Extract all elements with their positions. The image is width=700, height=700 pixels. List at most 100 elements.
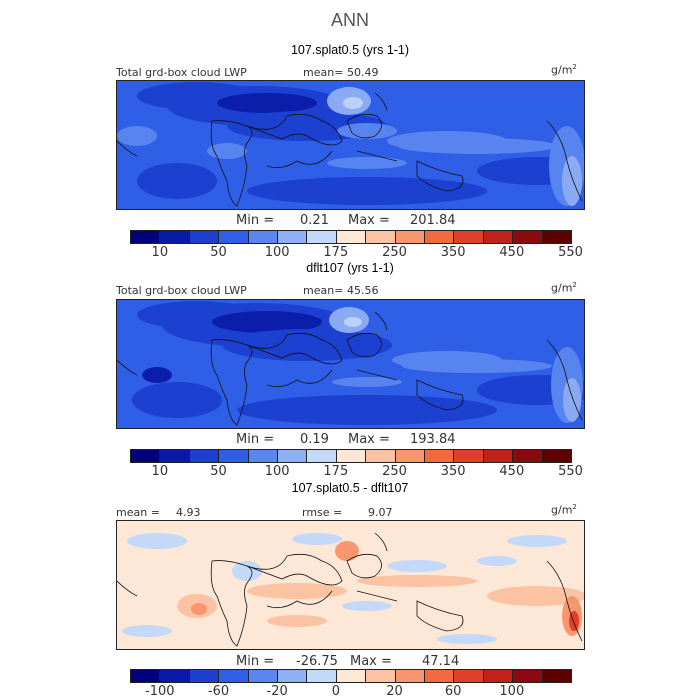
colorbar-segment — [483, 450, 514, 462]
min-value-diff: -26.75 — [296, 654, 338, 669]
colorbar-tick-label: 0 — [331, 684, 340, 699]
colorbar-tick-label: 50 — [210, 245, 227, 260]
panel-rmse-label-diff: rmse = — [302, 506, 343, 519]
colorbar-tick-label: 450 — [499, 464, 525, 479]
colorbar-tick-label: 100 — [499, 684, 525, 699]
colorbar-segment — [219, 670, 249, 682]
max-value-top: 201.84 — [410, 213, 456, 228]
max-label-diff: Max = — [350, 654, 392, 669]
colorbar-segment — [248, 231, 279, 243]
colorbar-tick-label: 550 — [558, 245, 583, 260]
colorbar-tick-label: 50 — [210, 464, 227, 479]
colorbar-tick-label: 175 — [323, 464, 349, 479]
colorbar-segment — [425, 670, 455, 682]
colorbar-tick-label: 10 — [151, 464, 169, 479]
panel-title-top: 107.splat0.5 (yrs 1-1) — [290, 43, 410, 57]
panel-mean-label-diff: mean = — [116, 506, 160, 519]
colorbar-segment — [425, 231, 455, 243]
colorbar-tick-label: 100 — [264, 245, 290, 260]
panel-unit-middle: g/m2 — [551, 281, 577, 295]
colorbar-segment — [307, 670, 337, 682]
colorbar-segment — [278, 450, 308, 462]
colorbar-segment — [542, 231, 572, 243]
colorbar-tick-label: 450 — [499, 245, 525, 260]
colorbar-segment — [219, 231, 249, 243]
colorbar-segment — [483, 231, 514, 243]
colorbar-segment — [483, 670, 514, 682]
colorbar-segment — [542, 670, 572, 682]
colorbar-segment — [513, 450, 543, 462]
panel-mean-value-diff: 4.93 — [176, 506, 201, 519]
max-value-middle: 193.84 — [410, 432, 456, 447]
panel-rmse-value-diff: 9.07 — [368, 506, 393, 519]
colorbar-segment — [248, 450, 279, 462]
coastlines — [117, 532, 583, 647]
colorbar-segment — [160, 670, 190, 682]
colorbar-segment — [307, 231, 337, 243]
colorbar-tick-label: 250 — [382, 464, 407, 479]
max-label-middle: Max = — [348, 432, 390, 447]
panel-variable-label-middle: Total grd-box cloud LWP — [116, 284, 247, 297]
colorbar-segment — [131, 450, 161, 462]
colorbar-diff — [130, 669, 572, 683]
colorbar-segment — [366, 231, 396, 243]
colorbar-segment — [395, 450, 426, 462]
min-label-top: Min = — [236, 213, 275, 228]
colorbar-segment — [131, 231, 161, 243]
colorbar-tick-label: 350 — [440, 245, 466, 260]
colorbar-segment — [513, 231, 543, 243]
panel-title-diff: 107.splat0.5 - dflt107 — [291, 481, 409, 495]
colorbar-segment — [454, 450, 484, 462]
colorbar-tick-label: 550 — [558, 464, 583, 479]
map-panel-diff — [116, 520, 585, 650]
colorbar-segment — [248, 670, 279, 682]
colorbar-tick-label: 60 — [444, 684, 462, 699]
panel-title-middle: dflt107 (yrs 1-1) — [306, 261, 394, 275]
coastlines — [117, 311, 583, 426]
colorbar-segment — [336, 670, 367, 682]
map-panel-top — [116, 80, 585, 210]
colorbar-segment — [131, 670, 161, 682]
colorbar-tick-label: 100 — [264, 464, 290, 479]
colorbar-tick-label: 175 — [323, 245, 349, 260]
colorbar-segment — [542, 450, 572, 462]
colorbar-segment — [278, 670, 308, 682]
max-value-diff: 47.14 — [422, 654, 460, 669]
panel-mean-label-top: mean= — [303, 66, 344, 79]
panel-mean-label-middle: mean= — [303, 284, 344, 297]
field-layer — [122, 533, 584, 644]
colorbar-tick-label: 250 — [382, 245, 407, 260]
colorbar-middle — [130, 449, 572, 463]
panel-unit-top: g/m2 — [551, 63, 577, 77]
colorbar-segment — [189, 450, 220, 462]
colorbar-segment — [454, 231, 484, 243]
min-label-middle: Min = — [236, 432, 275, 447]
coastlines — [117, 92, 583, 207]
colorbar-tick-label: -60 — [207, 684, 230, 699]
min-value-middle: 0.19 — [300, 432, 329, 447]
colorbar-tick-label: -20 — [266, 684, 288, 699]
min-label-diff: Min = — [236, 654, 275, 669]
colorbar-segment — [395, 670, 426, 682]
colorbar-segment — [219, 450, 249, 462]
colorbar-segment — [160, 231, 190, 243]
colorbar-tick-label: 10 — [151, 245, 169, 260]
colorbar-top — [130, 230, 572, 244]
figure-title: ANN — [330, 10, 369, 30]
panel-variable-label-top: Total grd-box cloud LWP — [116, 66, 247, 79]
map-panel-middle — [116, 299, 585, 429]
colorbar-segment — [336, 450, 367, 462]
colorbar-segment — [189, 231, 220, 243]
colorbar-segment — [366, 670, 396, 682]
panel-mean-value-top: 50.49 — [347, 66, 379, 79]
colorbar-segment — [160, 450, 190, 462]
field-layer — [132, 301, 584, 425]
colorbar-segment — [513, 670, 543, 682]
colorbar-segment — [336, 231, 367, 243]
panel-unit-diff: g/m2 — [551, 503, 577, 517]
max-label-top: Max = — [348, 213, 390, 228]
colorbar-segment — [189, 670, 220, 682]
colorbar-segment — [454, 670, 484, 682]
colorbar-tick-label: -100 — [145, 684, 175, 699]
panel-mean-value-middle: 45.56 — [347, 284, 379, 297]
